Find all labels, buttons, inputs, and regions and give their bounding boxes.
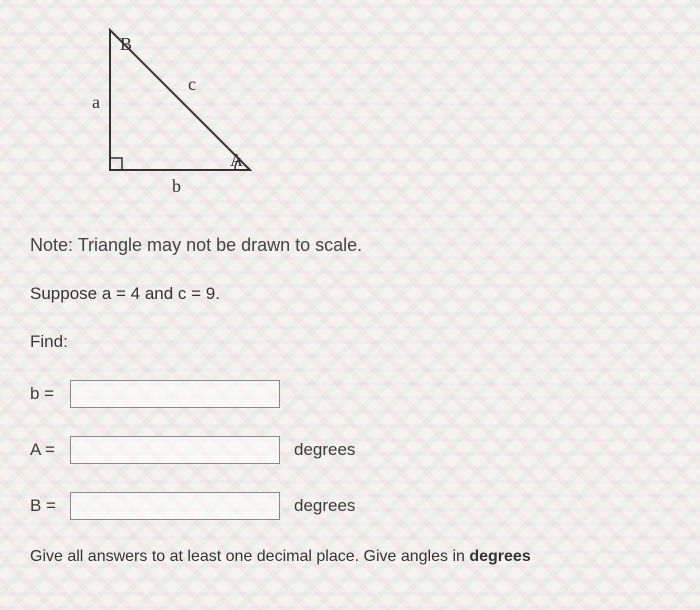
unit-label: degrees <box>294 440 355 460</box>
footer-text: Give all answers to at least one decimal… <box>30 548 469 565</box>
answer-input-b[interactable] <box>70 380 280 408</box>
vertex-a-label: A <box>230 150 243 170</box>
scale-note: Note: Triangle may not be drawn to scale… <box>30 235 670 256</box>
right-angle-marker <box>110 158 122 170</box>
given-values: Suppose a = 4 and c = 9. <box>30 284 670 304</box>
instructions-footer: Give all answers to at least one decimal… <box>30 548 670 566</box>
side-b-label: b <box>172 176 181 196</box>
answer-row-b: b = <box>30 380 670 408</box>
var-label: A = <box>30 440 70 460</box>
answer-input-big-b[interactable] <box>70 492 280 520</box>
unit-label: degrees <box>294 496 355 516</box>
var-label: b = <box>30 384 70 404</box>
footer-bold: degrees <box>469 548 530 565</box>
answer-row-a: A = degrees <box>30 436 670 464</box>
find-label: Find: <box>30 332 670 352</box>
answer-row-big-b: B = degrees <box>30 492 670 520</box>
var-label: B = <box>30 496 70 516</box>
answer-input-a[interactable] <box>70 436 280 464</box>
triangle-diagram: B A a b c <box>70 20 670 205</box>
vertex-b-label: B <box>120 34 132 54</box>
side-c-label: c <box>188 74 196 94</box>
side-a-label: a <box>92 92 100 112</box>
